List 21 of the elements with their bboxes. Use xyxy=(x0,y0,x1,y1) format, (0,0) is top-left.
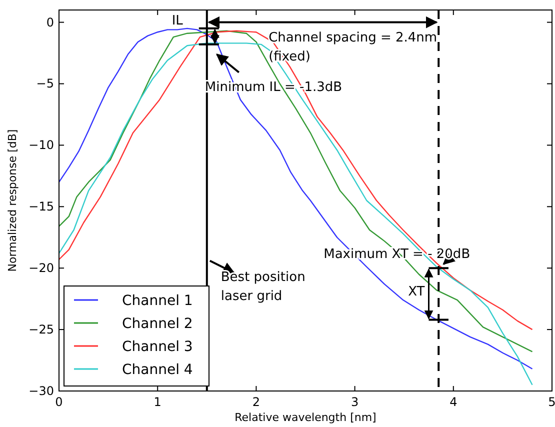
y-tick-label: −20 xyxy=(28,261,54,276)
legend-label: Channel 4 xyxy=(122,362,193,378)
y-tick-label: −10 xyxy=(28,138,54,152)
y-tick-label: −30 xyxy=(28,384,54,398)
legend-label: Channel 2 xyxy=(122,316,193,332)
y-tick-label: −5 xyxy=(36,76,54,91)
x-tick-label: 3 xyxy=(350,395,359,409)
annotation: XT xyxy=(408,284,425,300)
x-tick-label: 2 xyxy=(252,395,260,409)
x-tick-label: 0 xyxy=(55,395,63,409)
y-tick-label: 0 xyxy=(46,15,54,30)
legend-label: Channel 1 xyxy=(122,293,193,309)
y-tick-label: −25 xyxy=(28,322,54,337)
x-tick-label: 1 xyxy=(154,395,162,409)
x-axis-title: Relative wavelength [nm] xyxy=(234,411,376,424)
y-axis-title: Normalized response [dB] xyxy=(6,129,19,272)
x-tick-label: 4 xyxy=(450,395,458,409)
annotation: IL xyxy=(172,13,184,28)
legend-label: Channel 3 xyxy=(122,339,193,355)
y-tick-label: −15 xyxy=(28,200,54,214)
x-tick-label: 5 xyxy=(548,395,555,409)
